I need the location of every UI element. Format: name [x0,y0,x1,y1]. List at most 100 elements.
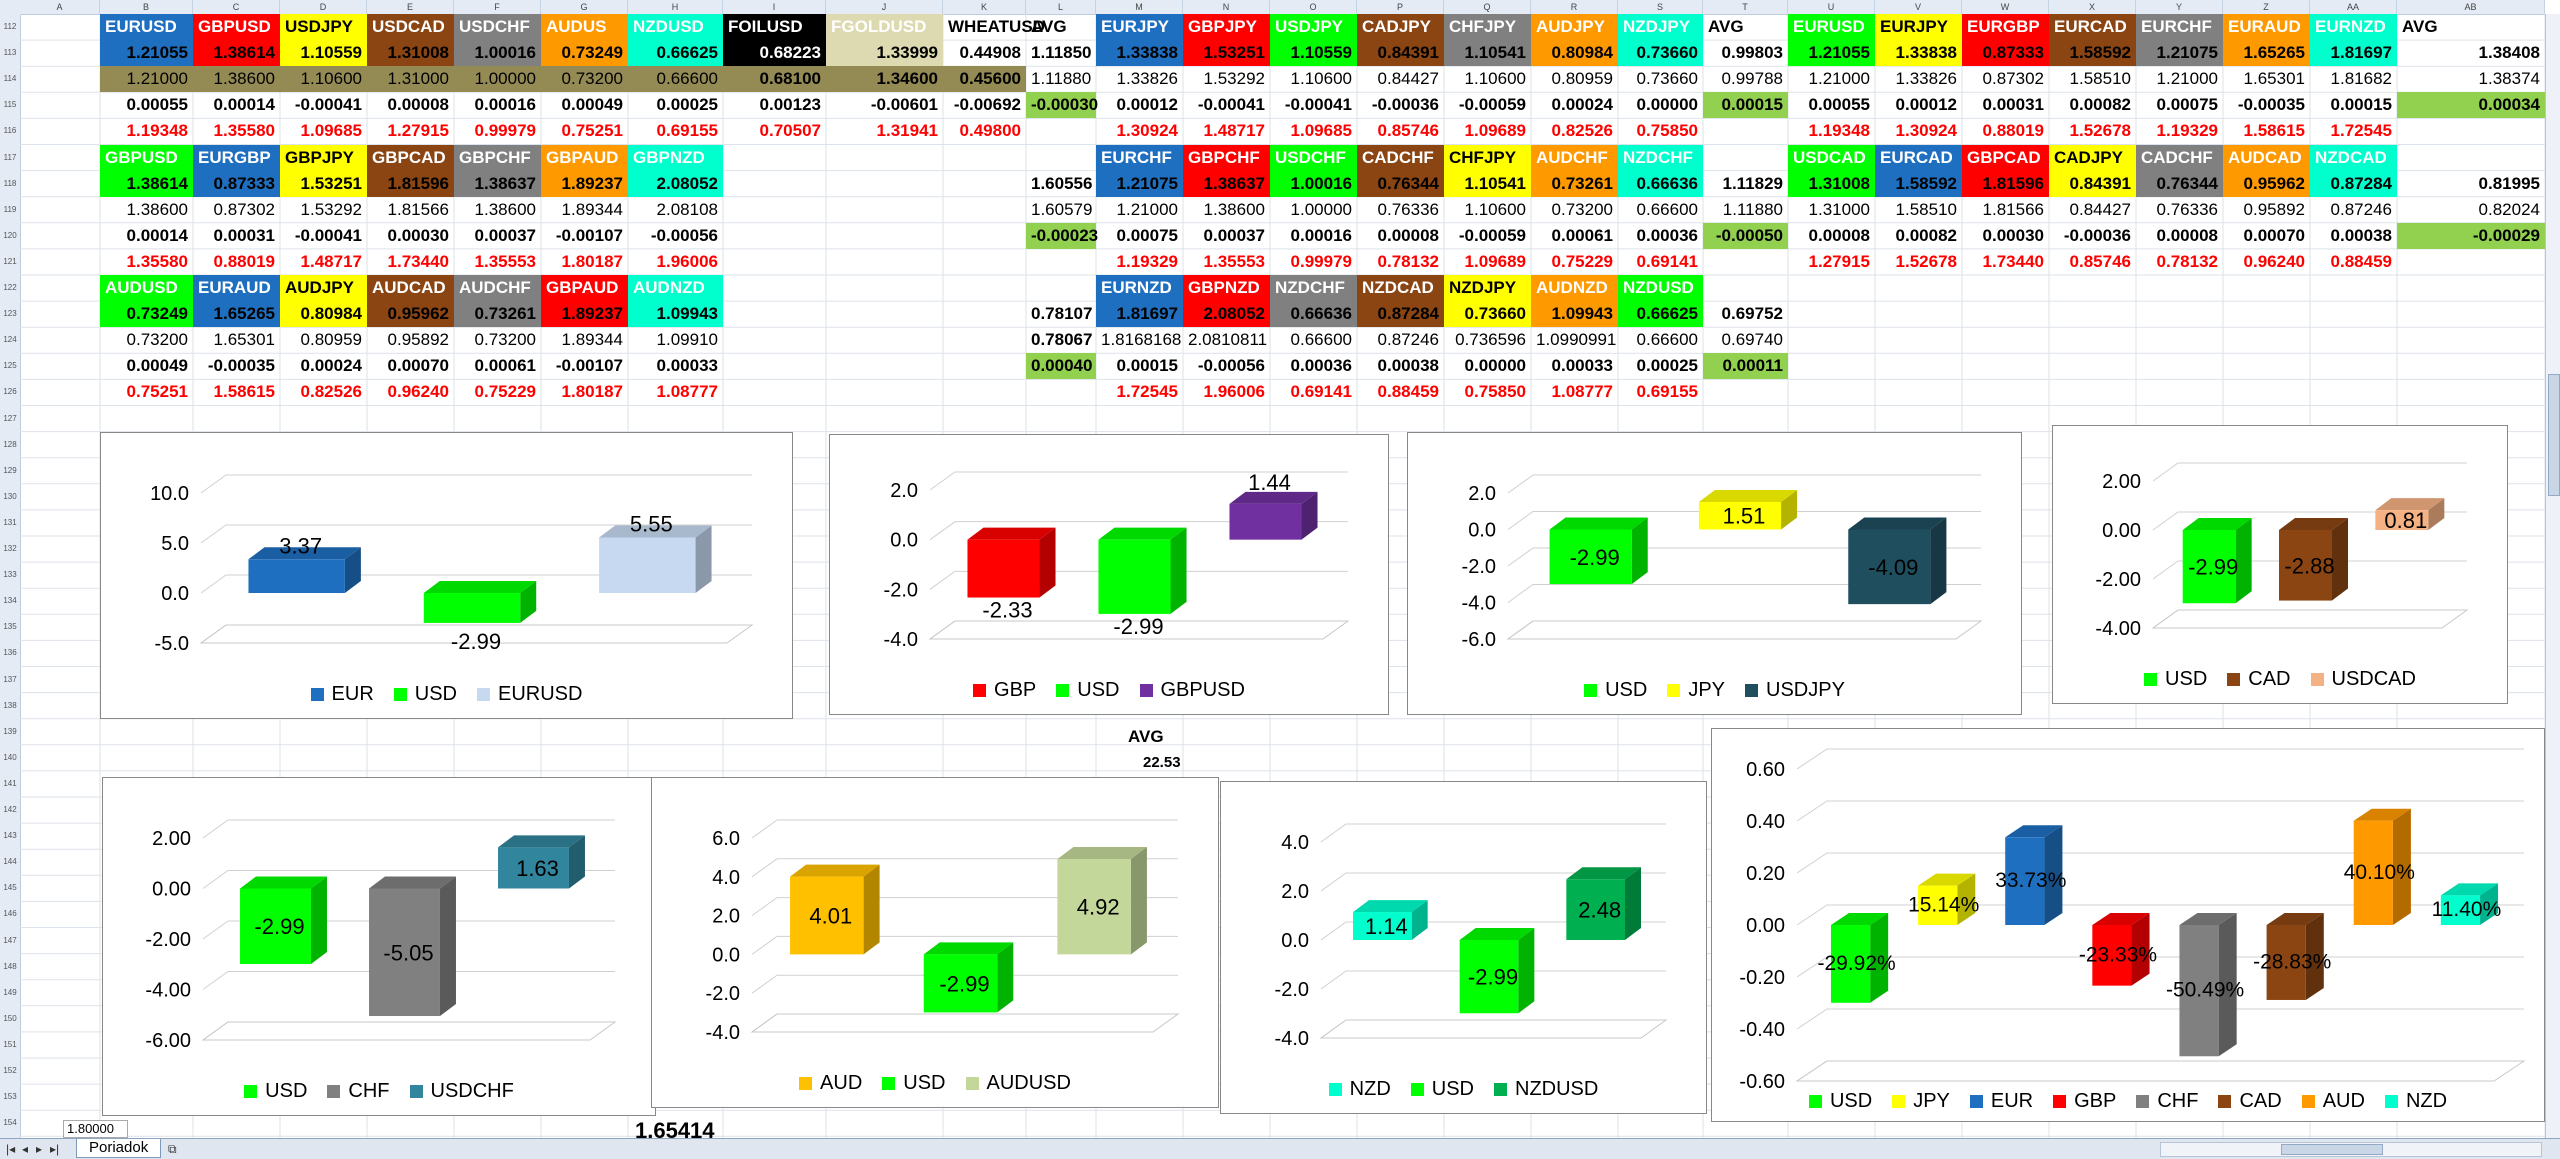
cell-F-118[interactable]: 1.38637 [454,170,541,197]
cell-S-115[interactable]: 0.00000 [1636,95,1698,115]
row-header-145[interactable]: 145 [3,883,17,893]
cell-R-125[interactable]: 0.00033 [1551,356,1613,376]
first-sheet-icon[interactable]: |◂ [6,1142,16,1156]
cell-AA-112[interactable]: EURNZD [2310,14,2397,40]
cell-H-125[interactable]: 0.00033 [656,356,718,376]
cell-P-125[interactable]: 0.00038 [1377,356,1439,376]
row-header-148[interactable]: 148 [3,961,17,971]
row-header-123[interactable]: 123 [3,309,17,319]
cell-H-112[interactable]: NZDUSD [628,14,723,40]
cell-W-119[interactable]: 1.81566 [1982,199,2044,219]
cell-P-126[interactable]: 0.88459 [1377,382,1439,402]
cell-Z-121[interactable]: 0.96240 [2243,251,2305,271]
cell-Y-119[interactable]: 0.76336 [2156,199,2218,219]
cell-J-116[interactable]: 1.31941 [876,121,938,141]
cell-Q-125[interactable]: 0.00000 [1464,356,1526,376]
cell-S-114[interactable]: 0.73660 [1636,69,1698,89]
cell-O-112[interactable]: USDJPY [1270,14,1357,40]
cell-Q-114[interactable]: 1.10600 [1464,69,1526,89]
cell-Z-120[interactable]: 0.00070 [2243,225,2305,245]
cell-S-124[interactable]: 0.66600 [1636,330,1698,350]
cell-AA-115[interactable]: 0.00015 [2330,95,2392,115]
cell-D-125[interactable]: 0.00024 [300,356,362,376]
chart-currency-strength[interactable]: 0.60 0.40 0.20 0.00 -0.20 -0.40 -0.60 -29.92% 15… [1711,728,2545,1122]
row-header-139[interactable]: 139 [3,726,17,736]
chart-audusd[interactable]: 6.0 4.0 2.0 0.0 -2.0 -4.0 4.01 -2.99 4.92 AUD USD A… [651,777,1219,1108]
cell-O-126[interactable]: 0.69141 [1290,382,1352,402]
cell-AB-113[interactable]: 1.38408 [2478,43,2540,63]
cell-N-115[interactable]: -0.00041 [1197,95,1265,115]
cell-X-121[interactable]: 0.85746 [2069,251,2131,271]
chart-usdjpy[interactable]: 2.0 0.0 -2.0 -4.0 -6.0 -2.99 1.51 -4.09 USD JPY US… [1407,432,2022,715]
cell-W-114[interactable]: 0.87302 [1982,69,2044,89]
cell-B-117[interactable]: GBPUSD [100,144,193,171]
cell-S-123[interactable]: 0.66625 [1618,301,1703,328]
cell-M-123[interactable]: 1.81697 [1096,301,1183,328]
cell-D-126[interactable]: 0.82526 [300,382,362,402]
cell-M-113[interactable]: 1.33838 [1096,40,1183,67]
row-header-118[interactable]: 118 [3,178,17,188]
cell-T-118[interactable]: 1.11829 [1722,173,1783,193]
cell-Y-117[interactable]: CADCHF [2136,144,2223,171]
row-header-149[interactable]: 149 [3,987,17,997]
cell-F-122[interactable]: AUDCHF [454,275,541,301]
cell-I-112[interactable]: FOILUSD [723,14,826,40]
cell-H-122[interactable]: AUDNZD [628,275,723,301]
cell-I-115[interactable]: 0.00123 [759,95,821,115]
cell-AB-120[interactable]: -0.00029 [2397,222,2545,249]
cell-N-112[interactable]: GBPJPY [1183,14,1270,40]
cell-Z-112[interactable]: EURAUD [2223,14,2310,40]
row-header-127[interactable]: 127 [3,413,17,423]
horizontal-scroll-thumb[interactable] [2281,1144,2383,1155]
cell-L-113[interactable]: 1.11850 [1031,43,1092,63]
cell-W-118[interactable]: 1.81596 [1962,170,2049,197]
cell-O-123[interactable]: 0.66636 [1270,301,1357,328]
cell-M-125[interactable]: 0.00015 [1116,356,1178,376]
cell-H-126[interactable]: 1.08777 [656,382,718,402]
cell-G-117[interactable]: GBPAUD [541,144,628,171]
cell-R-116[interactable]: 0.82526 [1551,121,1613,141]
cell-L-124[interactable]: 0.78067 [1031,330,1093,350]
cell-P-112[interactable]: CADJPY [1357,14,1444,40]
cell-B-121[interactable]: 1.35580 [126,251,188,271]
column-header-A[interactable]: A [20,0,100,14]
cell-Y-120[interactable]: 0.00008 [2156,225,2218,245]
cell-K-116[interactable]: 0.49800 [959,121,1021,141]
cell-AB-114[interactable]: 1.38374 [2478,69,2540,89]
cell-M-117[interactable]: EURCHF [1096,144,1183,171]
cell-W-112[interactable]: EURGBP [1962,14,2049,40]
cell-O-113[interactable]: 1.10559 [1270,40,1357,67]
cell-G-126[interactable]: 1.80187 [561,382,623,402]
cell-V-112[interactable]: EURJPY [1875,14,1962,40]
column-header-N[interactable]: N [1183,0,1270,14]
cell-F-117[interactable]: GBPCHF [454,144,541,171]
cell-Q-116[interactable]: 1.09689 [1464,121,1526,141]
row-header-147[interactable]: 147 [3,935,17,945]
cell-E-122[interactable]: AUDCAD [367,275,454,301]
cell-F-115[interactable]: 0.00016 [474,95,536,115]
cell-E-118[interactable]: 1.81596 [367,170,454,197]
cell-P-121[interactable]: 0.78132 [1377,251,1439,271]
row-header-115[interactable]: 115 [3,100,17,110]
cell-L-118[interactable]: 1.60556 [1031,173,1093,193]
column-header-R[interactable]: R [1531,0,1618,14]
cell-O-118[interactable]: 1.00016 [1270,170,1357,197]
cell-O-124[interactable]: 0.66600 [1290,330,1352,350]
cell-O-117[interactable]: USDCHF [1270,144,1357,171]
row-header-143[interactable]: 143 [3,831,17,841]
row-header-137[interactable]: 137 [3,674,17,684]
cell-R-113[interactable]: 0.80984 [1531,40,1618,67]
column-header-U[interactable]: U [1788,0,1875,14]
cell-AA-119[interactable]: 0.87246 [2330,199,2392,219]
cell-R-124[interactable]: 1.0990991 [1536,330,1617,350]
cell-P-118[interactable]: 0.76344 [1357,170,1444,197]
cell-W-120[interactable]: 0.00030 [1982,225,2044,245]
chart-usdcad[interactable]: 2.00 0.00 -2.00 -4.00 -2.99 -2.88 0.81 USD CAD US… [2052,425,2508,704]
cell-P-116[interactable]: 0.85746 [1377,121,1439,141]
cell-G-124[interactable]: 1.89344 [561,330,623,350]
cell-Y-113[interactable]: 1.21075 [2136,40,2223,67]
cell-B-123[interactable]: 0.73249 [100,301,193,328]
row-header-129[interactable]: 129 [3,465,17,475]
cell-W-113[interactable]: 0.87333 [1962,40,2049,67]
cell-N-122[interactable]: GBPNZD [1183,275,1270,301]
